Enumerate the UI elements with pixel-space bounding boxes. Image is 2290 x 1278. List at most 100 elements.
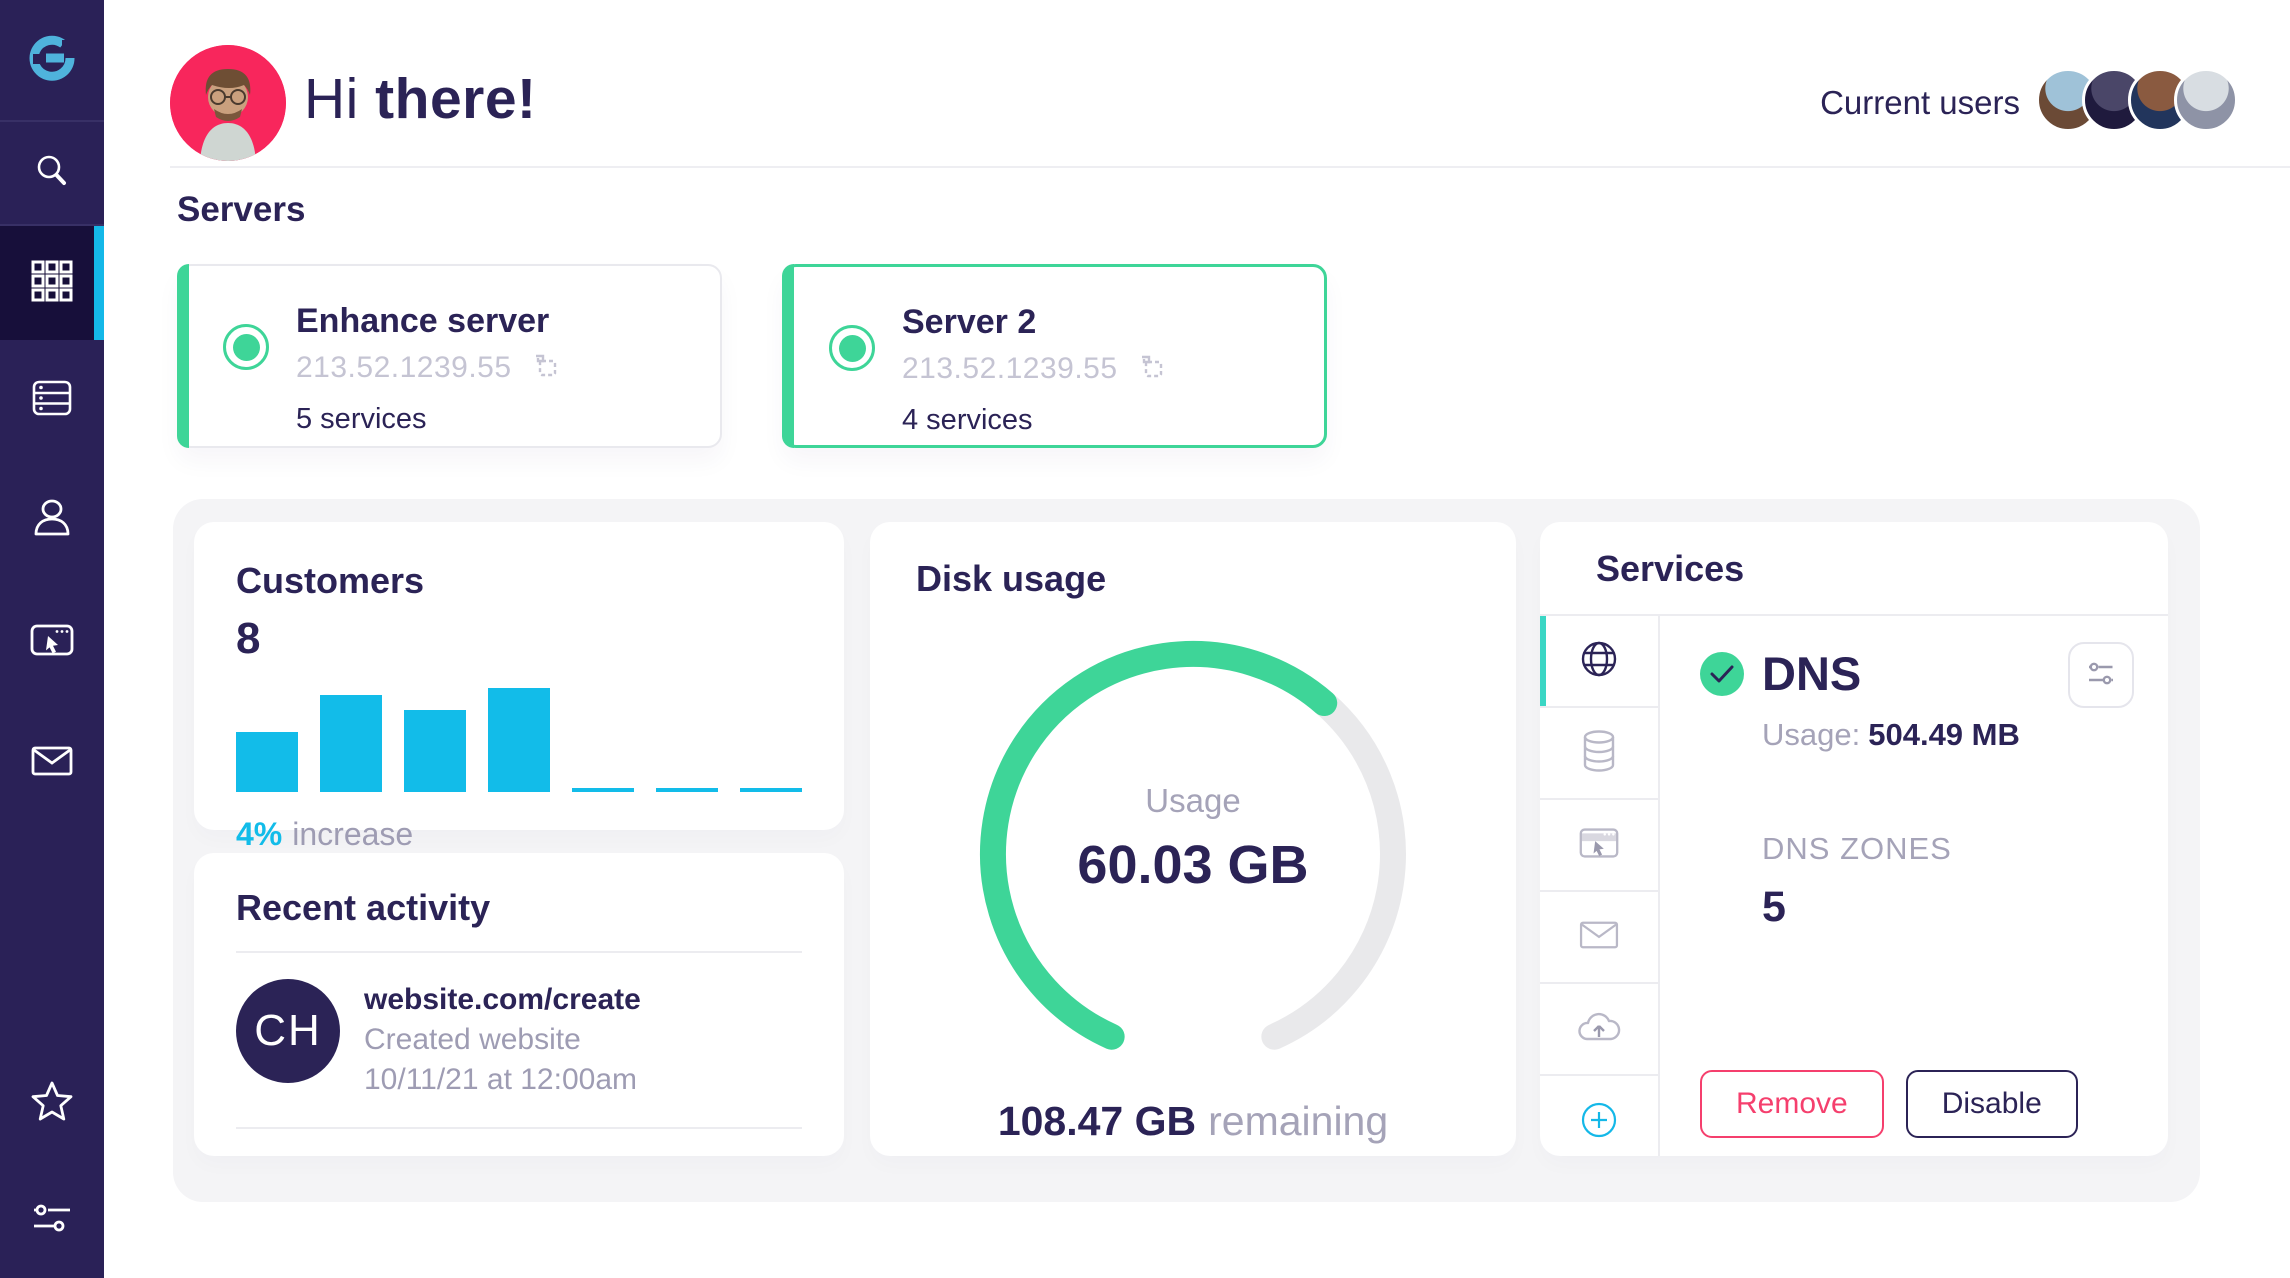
customers-bar <box>236 731 298 792</box>
server-services-count: 5 services <box>296 403 427 435</box>
disk-remaining-value: 108.47 GB <box>997 1098 1197 1144</box>
server-card-list: Enhance server 213.52.1239.55 5 services <box>177 264 1327 448</box>
customers-bar <box>320 695 382 792</box>
app-logo[interactable] <box>0 0 104 122</box>
sidebar-item-favorites[interactable] <box>0 1046 104 1162</box>
globe-icon <box>1576 636 1622 687</box>
server-stack-icon <box>29 377 75 424</box>
dns-zones-label: DNS ZONES <box>1762 831 1952 866</box>
gauge-track-remaining <box>1261 690 1406 1050</box>
copy-ip-icon[interactable] <box>532 352 560 385</box>
activity-url[interactable]: website.com/create <box>364 983 641 1016</box>
disk-usage-card: Disk usage Usage 60.03 GB 108.47 GB remai… <box>870 522 1516 1156</box>
sidebar-item-settings[interactable] <box>0 1162 104 1278</box>
activity-action: Created website <box>364 1023 581 1056</box>
gauge-center-value: 60.03 GB <box>1077 835 1309 895</box>
browser-cursor-icon <box>28 620 76 665</box>
star-icon <box>28 1079 76 1130</box>
recent-activity-card: Recent activity CH website.com/create Cr… <box>194 853 844 1156</box>
tab-email[interactable] <box>1540 892 1658 984</box>
server-online-status-icon <box>223 324 269 370</box>
customers-bar-chart <box>236 688 802 792</box>
server-status-accent <box>177 264 189 448</box>
server-services-count: 4 services <box>902 404 1033 436</box>
current-users-avatar-group <box>2036 68 2238 132</box>
dashboard-panel: Customers 8 4% increase Recent activity C… <box>173 499 2200 1202</box>
database-icon <box>1578 728 1620 779</box>
server-ip: 213.52.1239.55 <box>296 351 512 384</box>
sidebar-item-dashboard[interactable] <box>0 226 104 340</box>
cloud-upload-icon <box>1575 1009 1623 1050</box>
sidebar-item-search[interactable] <box>0 122 104 226</box>
main-content: Hi there! Current users Servers Enhance … <box>104 0 2290 1278</box>
disk-usage-gauge: Usage 60.03 GB <box>963 624 1423 1084</box>
service-settings-button[interactable] <box>2068 642 2134 708</box>
browser-cursor-icon <box>1576 823 1622 868</box>
divider <box>236 951 802 953</box>
sidebar <box>0 0 104 1278</box>
server-name: Enhance server <box>296 302 550 340</box>
customers-bar <box>740 787 802 792</box>
customers-bar <box>572 787 634 792</box>
service-name: DNS <box>1762 647 1862 700</box>
check-circle-icon <box>1700 651 1744 696</box>
header-divider <box>170 166 2290 168</box>
activity-entry[interactable]: CH website.com/create Created website 10… <box>236 979 802 1097</box>
divider <box>236 1127 802 1129</box>
server-status-accent <box>782 264 794 448</box>
sliders-icon <box>29 1200 75 1241</box>
current-user-avatar[interactable] <box>2174 68 2238 132</box>
sliders-icon <box>2084 659 2118 692</box>
greeting-title: Hi there! <box>304 67 537 131</box>
envelope-icon <box>1576 918 1622 957</box>
servers-heading: Servers <box>177 190 306 229</box>
person-icon <box>29 496 75 547</box>
recent-activity-title: Recent activity <box>236 887 491 928</box>
gauge-center-label: Usage <box>1145 782 1241 819</box>
customers-delta-label: increase <box>292 816 414 852</box>
customers-bar <box>488 688 550 792</box>
tab-backups[interactable] <box>1540 984 1658 1076</box>
sidebar-item-email[interactable] <box>0 703 104 824</box>
user-avatar[interactable] <box>170 45 286 161</box>
add-plus-icon <box>1576 1097 1622 1148</box>
disk-remaining-label: remaining <box>1208 1098 1389 1144</box>
copy-ip-icon[interactable] <box>1138 353 1166 386</box>
enhance-logo-icon <box>26 32 78 89</box>
customers-delta-value: 4% <box>236 816 283 852</box>
remove-service-button[interactable]: Remove <box>1700 1070 1884 1138</box>
customers-bar <box>404 709 466 792</box>
service-usage-value: 504.49 MB <box>1868 717 2020 752</box>
sidebar-item-websites[interactable] <box>0 582 104 703</box>
customers-bar <box>656 787 718 792</box>
envelope-icon <box>28 743 76 784</box>
server-card-enhance[interactable]: Enhance server 213.52.1239.55 5 services <box>177 264 722 448</box>
server-ip: 213.52.1239.55 <box>902 352 1118 385</box>
services-card: Services <box>1540 522 2168 1156</box>
sidebar-item-servers[interactable] <box>0 340 104 461</box>
page-header: Hi there! Current users <box>104 0 2290 168</box>
tab-add-service[interactable] <box>1540 1076 1658 1168</box>
dns-zones-value: 5 <box>1762 883 1786 931</box>
server-online-status-icon <box>829 325 875 371</box>
app-grid-icon <box>29 258 75 309</box>
tab-dns-globe[interactable] <box>1540 616 1658 708</box>
customers-title: Customers <box>236 560 425 601</box>
server-card-server2[interactable]: Server 2 213.52.1239.55 4 services <box>782 264 1327 448</box>
gauge-arc-used <box>980 641 1338 1050</box>
server-name: Server 2 <box>902 303 1037 341</box>
services-tab-strip <box>1540 616 1660 1156</box>
sidebar-item-customers[interactable] <box>0 461 104 582</box>
active-indicator-bar <box>94 226 104 340</box>
disk-usage-title: Disk usage <box>916 558 1107 599</box>
service-usage-label: Usage: <box>1762 717 1861 752</box>
services-title: Services <box>1596 548 1745 589</box>
activity-timestamp: 10/11/21 at 12:00am <box>364 1063 637 1096</box>
customers-card: Customers 8 4% increase <box>194 522 844 852</box>
search-icon <box>30 149 74 198</box>
disable-service-button[interactable]: Disable <box>1905 1070 2078 1138</box>
current-users-label: Current users <box>1820 84 2020 121</box>
tab-websites[interactable] <box>1540 800 1658 892</box>
tab-database[interactable] <box>1540 708 1658 800</box>
service-detail-panel: DNS Usage: 504.49 MB <box>1660 616 2168 1156</box>
